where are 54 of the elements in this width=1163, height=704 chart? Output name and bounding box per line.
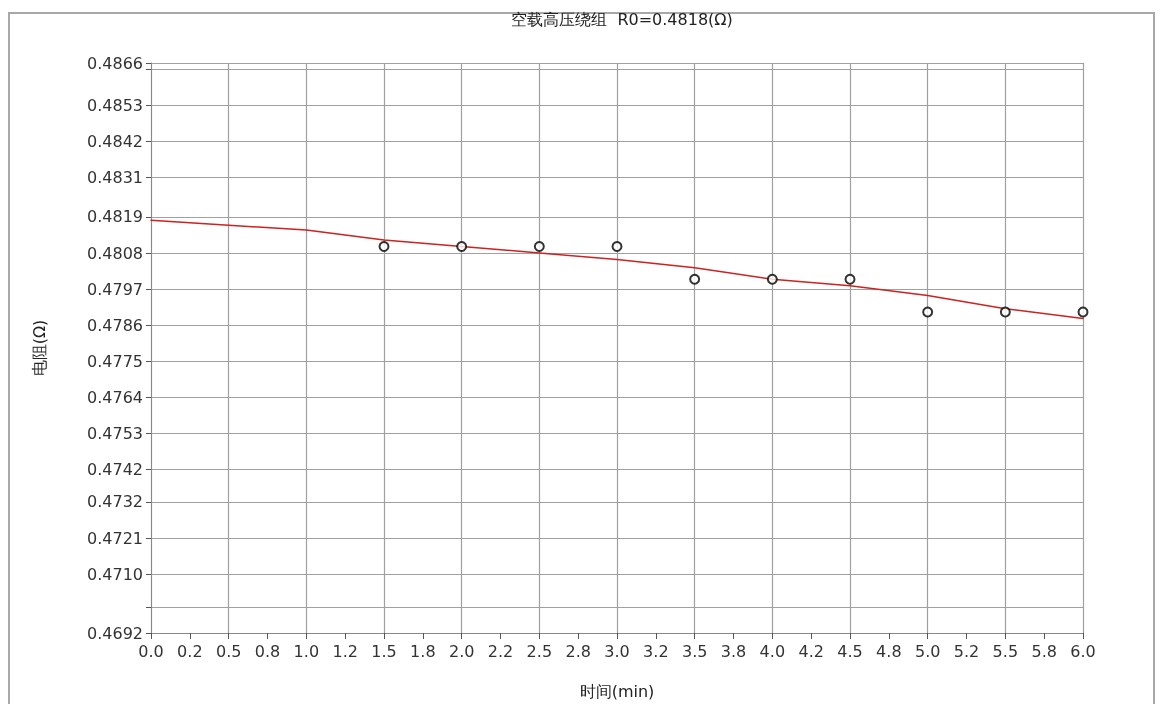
x-tick-label: 4.8	[876, 641, 902, 661]
point	[689, 273, 701, 285]
chart-title: 空载高压绕组 R0=0.4818(Ω)	[511, 9, 733, 29]
x-tick-label: 1.8	[410, 641, 436, 661]
x-tick-label: 0.0	[138, 641, 164, 661]
x-tick-label: 5.5	[992, 641, 1019, 661]
x-tick-label: 1.5	[371, 641, 397, 661]
x-tick-label: 0.2	[177, 641, 203, 661]
x-tick-label: 4.5	[837, 641, 863, 661]
x-tick-label: 6.0	[1070, 641, 1096, 661]
y-tick-label: 0.4853	[87, 96, 143, 116]
x-tick-label: 2.2	[487, 641, 514, 661]
x-tick-label: 5.2	[953, 641, 980, 661]
x-axis-title: 时间(min)	[579, 681, 655, 701]
x-tick-label: 3.2	[643, 641, 669, 661]
point	[766, 273, 778, 285]
y-tick-label: 0.4808	[87, 243, 143, 263]
x-tick-label: 0.5	[215, 641, 242, 661]
x-tick-label: 4.0	[759, 641, 786, 661]
x-tick-label: 2.8	[565, 641, 591, 661]
x-tick-label: 4.2	[798, 641, 824, 661]
y-tick-label: 0.4721	[87, 528, 143, 548]
y-tick-label: 0.4866	[87, 53, 143, 73]
x-tick-label: 1.2	[332, 641, 358, 661]
point	[922, 306, 934, 318]
x-tick-label: 3.5	[681, 641, 708, 661]
point	[533, 240, 545, 252]
y-tick-label: 0.4819	[87, 207, 143, 227]
y-tick-label: 0.4775	[87, 351, 143, 371]
y-tick-label: 0.4786	[87, 315, 143, 335]
point	[611, 240, 623, 252]
point	[456, 240, 468, 252]
y-tick-label: 0.4831	[87, 168, 143, 188]
point	[378, 240, 390, 252]
point	[1077, 306, 1089, 318]
x-tick-label: 2.0	[448, 641, 475, 661]
x-tick-label: 3.8	[720, 641, 747, 661]
y-tick-label: 0.4732	[87, 492, 143, 512]
y-tick-label: 0.4753	[87, 423, 143, 443]
x-tick-label: 2.5	[526, 641, 553, 661]
y-tick-label: 0.4692	[87, 623, 143, 643]
x-tick-label: 0.8	[254, 641, 281, 661]
y-tick-label: 0.4797	[87, 279, 143, 299]
x-tick-label: 5.0	[914, 641, 941, 661]
point	[844, 273, 856, 285]
y-tick-label: 0.4742	[87, 459, 143, 479]
y-tick-label: 0.4764	[87, 387, 143, 407]
y-tick-label: 0.4710	[87, 564, 143, 584]
x-tick-label: 1.0	[293, 641, 320, 661]
x-tick-label: 3.0	[604, 641, 630, 661]
y-axis-title: 电阻(Ω)	[29, 319, 49, 377]
point	[999, 306, 1011, 318]
x-tick-label: 5.8	[1031, 641, 1057, 661]
y-tick-label: 0.4842	[87, 132, 143, 152]
